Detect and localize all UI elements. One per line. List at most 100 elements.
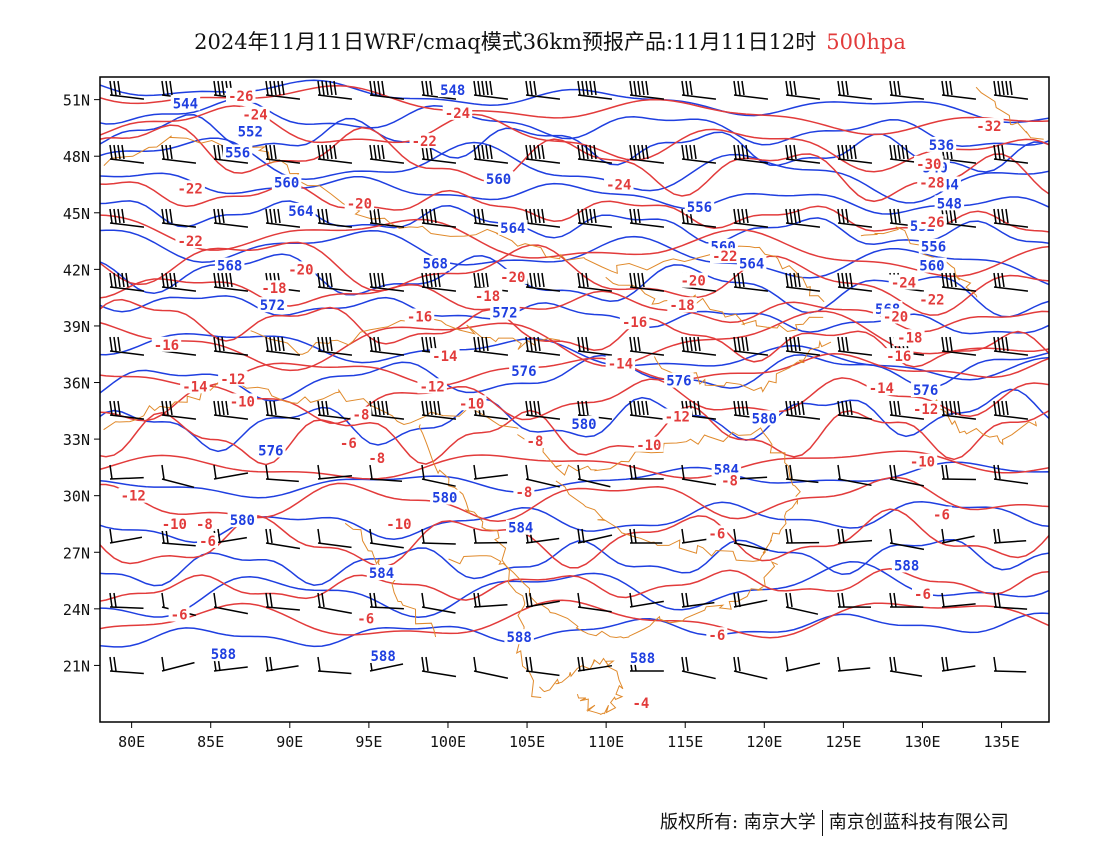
wind-barb-flag — [165, 80, 169, 96]
footer: 版权所有: 南京大学 南京创蓝科技有限公司 — [660, 808, 1009, 836]
wind-barb-flag — [637, 208, 641, 224]
height-label: 560 — [919, 259, 944, 275]
wind-barb-flag — [317, 592, 321, 608]
temperature-label-bg — [344, 195, 375, 211]
wind-barb-flag — [953, 400, 957, 416]
wind-barb-flag — [113, 272, 117, 288]
temperature-label-bg — [193, 515, 215, 531]
wind-barb-flag — [533, 336, 537, 352]
lon-tick-label: 125E — [825, 733, 861, 751]
wind-barb-shaft — [941, 603, 976, 608]
temperature-label-bg — [883, 348, 914, 364]
lat-tick-label: 42N — [63, 261, 90, 279]
wind-barb-flag — [217, 272, 221, 288]
wind-barb-flag — [993, 528, 997, 544]
wind-barb-flag — [793, 144, 797, 160]
temperature-label: -28 — [919, 176, 944, 192]
height-label-bg — [918, 238, 949, 254]
wind-barb-flag — [529, 208, 533, 224]
height-label-bg — [917, 257, 947, 273]
lat-tick-label: 30N — [63, 488, 90, 506]
wind-barb-flag — [745, 144, 749, 160]
wind-barb-shaft — [369, 414, 405, 420]
wind-barb-flag — [117, 336, 121, 352]
wind-barb-flag — [633, 336, 637, 352]
wind-barb-flag — [897, 400, 901, 416]
wind-barb-shaft — [213, 414, 249, 420]
wind-barb-flag — [841, 592, 845, 608]
wind-barb-shaft — [161, 414, 197, 420]
wind-barb-flag — [681, 208, 685, 224]
wind-barb-flag — [945, 208, 949, 224]
wind-barb-shaft — [629, 94, 665, 100]
wind-barb-flag — [693, 400, 697, 416]
wind-barb-flag — [277, 80, 281, 96]
wind-barb-shaft — [577, 478, 611, 488]
wind-barb-flag — [113, 592, 117, 608]
wind-barb-flag — [1001, 336, 1005, 352]
wind-barb-shaft — [109, 158, 145, 164]
wind-barb-flag — [317, 464, 321, 480]
wind-barb-shaft — [213, 286, 249, 292]
wind-barb-flag — [373, 400, 377, 416]
temperature-label-bg — [630, 695, 652, 711]
wind-barb-shaft — [421, 222, 457, 228]
contour-label-layer: 548 544 552 556 560 564 568 572 576 580 576 580 580 5… — [118, 82, 1004, 712]
wind-barb-flag — [333, 80, 337, 96]
height-label-bg — [420, 255, 451, 271]
wind-barb-shaft — [109, 606, 144, 609]
wind-barb-flag — [161, 80, 165, 96]
wind-barb-shaft — [629, 222, 665, 228]
wind-barb-flag — [581, 336, 585, 352]
wind-barb-flag — [317, 400, 321, 416]
wind-barb-shaft — [629, 158, 665, 164]
wind-barb-shaft — [213, 222, 249, 228]
wind-barb-flag — [629, 272, 633, 288]
wind-barb-flag — [789, 592, 793, 608]
wind-barb-shaft — [525, 350, 561, 356]
wind-barb-flag — [529, 656, 533, 672]
wind-barb-flag — [801, 400, 805, 416]
wind-barb-shaft — [265, 222, 301, 228]
wind-barb-flag — [1005, 80, 1009, 96]
wind-barb-flag — [893, 464, 897, 480]
wind-barb-shaft — [525, 94, 561, 100]
wind-barb-flag — [689, 144, 693, 160]
temperature-label: -16 — [886, 349, 911, 365]
wind-barb-flag — [585, 144, 589, 160]
lon-tick-label: 130E — [904, 733, 940, 751]
wind-barb-flag — [165, 528, 169, 544]
wind-barb-flag — [473, 592, 477, 608]
wind-barb-flag — [893, 80, 897, 96]
wind-barb-shaft — [889, 94, 925, 100]
wind-barb-flag — [577, 272, 581, 288]
temperature-label: -24 — [445, 106, 470, 122]
temperature-contour — [100, 405, 1049, 466]
wind-barb-flag — [269, 592, 273, 608]
temperature-label-bg — [168, 606, 190, 622]
height-label-bg — [430, 489, 460, 505]
wind-barb-flag — [993, 144, 997, 160]
wind-barb-flag — [853, 144, 857, 160]
boundary-line — [975, 86, 1044, 140]
wind-barb-flag — [273, 80, 277, 96]
height-label: 588 — [370, 649, 395, 665]
wind-barb-shaft — [109, 476, 144, 480]
wind-barb-flag — [117, 400, 121, 416]
boundary-line — [103, 135, 825, 303]
wind-barb-flag — [381, 400, 385, 416]
lat-tick-label: 24N — [63, 601, 90, 619]
wind-barb-flag — [265, 592, 269, 608]
wind-barb-shaft — [473, 670, 509, 679]
wind-barb-shaft — [629, 414, 665, 420]
wind-barb-flag — [1001, 272, 1005, 288]
wind-barb-flag — [945, 656, 949, 672]
wind-barb-shaft — [161, 158, 197, 164]
wind-barb-flag — [269, 336, 273, 352]
wind-barb-flag — [121, 144, 125, 160]
lon-tick-label: 135E — [983, 733, 1019, 751]
temperature-label-bg — [218, 370, 248, 386]
wind-barb-shaft — [681, 94, 717, 100]
lon-tick-label: 120E — [746, 733, 782, 751]
wind-barb-shaft — [161, 542, 196, 547]
